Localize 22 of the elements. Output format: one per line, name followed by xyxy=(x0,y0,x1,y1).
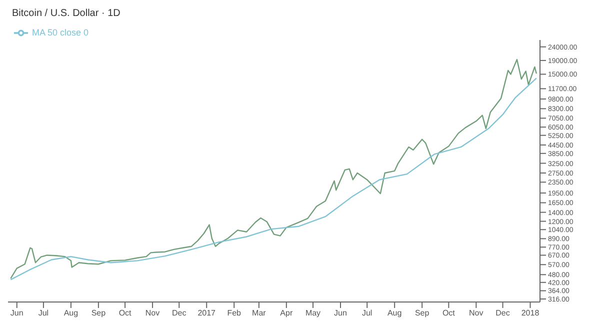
x-tick-label: Oct xyxy=(442,308,456,318)
x-tick-label: 2018 xyxy=(521,308,540,318)
x-tick-label: Sep xyxy=(91,308,106,318)
x-tick-label: May xyxy=(305,308,321,318)
x-tick-label: Sep xyxy=(414,308,430,318)
x-tick-label: Mar xyxy=(252,308,266,318)
x-tick-label: Dec xyxy=(496,308,510,318)
legend-label: MA 50 close 0 xyxy=(32,27,89,38)
x-tick-label: Oct xyxy=(118,308,132,318)
x-tick-label: Dec xyxy=(172,308,186,318)
x-tick-label: Jul xyxy=(38,308,49,318)
x-tick-label: Jun xyxy=(10,308,24,318)
x-tick-label: Aug xyxy=(64,308,78,318)
chart-title: Bitcoin / U.S. Dollar · 1D xyxy=(11,8,122,21)
x-tick-label: Nov xyxy=(145,308,160,318)
x-tick-label: Aug xyxy=(387,308,402,318)
x-tick-label: Feb xyxy=(227,308,242,318)
x-tick-label: Apr xyxy=(280,308,293,318)
x-tick-label: Jul xyxy=(362,308,372,318)
x-tick-label: Jun xyxy=(334,308,347,318)
x-tick-label: Nov xyxy=(469,308,484,318)
x-tick-label: 2017 xyxy=(198,308,216,318)
